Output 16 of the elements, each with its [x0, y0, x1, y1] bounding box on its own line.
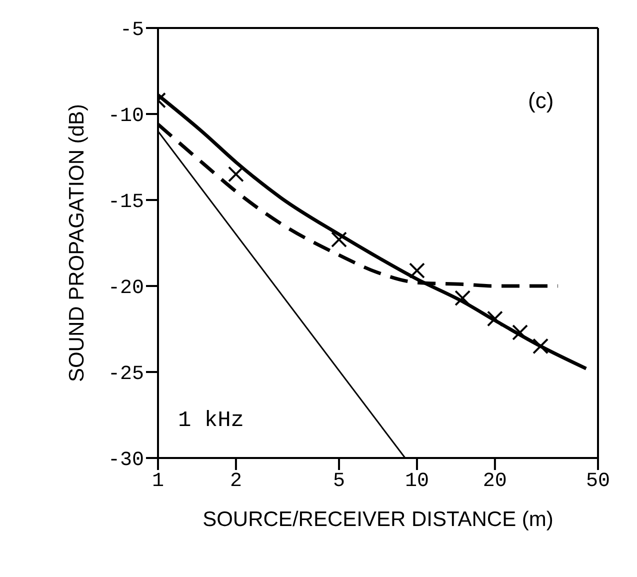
x-tick-label: 2 — [230, 470, 242, 494]
x-tick-label: 50 — [586, 470, 610, 494]
x-tick-label: 20 — [482, 470, 507, 494]
y-tick-label: -30 — [108, 449, 144, 472]
y-tick-label: -20 — [108, 277, 144, 300]
x-axis-title: SOURCE/RECEIVER DISTANCE (m) — [202, 508, 554, 531]
y-axis-title: SOUND PROPAGATION (dB) — [65, 104, 88, 382]
x-tick-label: 10 — [404, 470, 429, 494]
y-tick-label: -5 — [120, 19, 144, 42]
annotation: 1 kHz — [178, 408, 244, 433]
y-tick-label: -25 — [108, 363, 144, 386]
x-tick-label: 1 — [152, 470, 164, 494]
x-tick-label: 5 — [333, 470, 346, 494]
y-tick-label: -10 — [108, 105, 144, 128]
annotation: (c) — [528, 88, 554, 114]
y-tick-label: -15 — [108, 191, 144, 214]
